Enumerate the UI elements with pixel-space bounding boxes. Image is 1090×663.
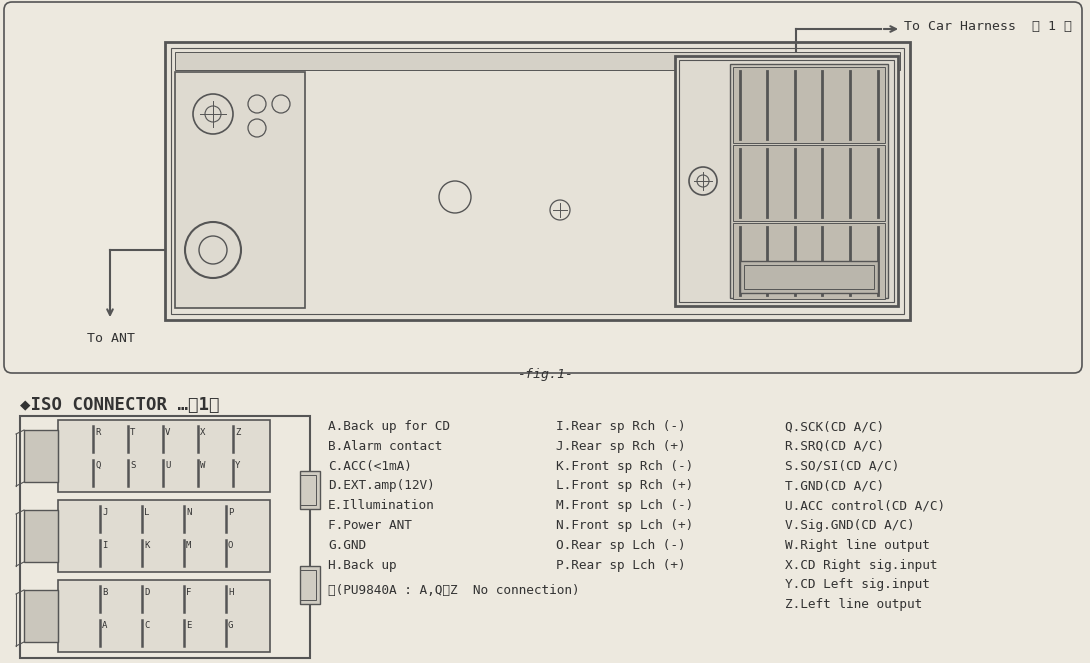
Text: Z: Z bbox=[235, 428, 241, 437]
Text: C: C bbox=[144, 621, 149, 630]
Text: ※(PU9840A : A,Q～Z  No connection): ※(PU9840A : A,Q～Z No connection) bbox=[328, 584, 580, 597]
Text: X.CD Right sig.input: X.CD Right sig.input bbox=[785, 559, 937, 572]
Text: W.Right line output: W.Right line output bbox=[785, 539, 930, 552]
Text: U: U bbox=[165, 461, 170, 470]
Text: U.ACC control(CD A/C): U.ACC control(CD A/C) bbox=[785, 499, 945, 512]
Text: S.SO/SI(CD A/C): S.SO/SI(CD A/C) bbox=[785, 459, 899, 473]
Text: Y: Y bbox=[235, 461, 241, 470]
Text: W: W bbox=[199, 461, 205, 470]
Text: E.Illumination: E.Illumination bbox=[328, 499, 435, 512]
Text: E: E bbox=[186, 621, 192, 630]
Text: I.Rear sp Rch (-): I.Rear sp Rch (-) bbox=[556, 420, 686, 433]
Text: A.Back up for CD: A.Back up for CD bbox=[328, 420, 450, 433]
FancyBboxPatch shape bbox=[4, 2, 1082, 373]
Text: ◆ISO CONNECTOR …　1】: ◆ISO CONNECTOR … 1】 bbox=[20, 396, 219, 414]
Text: D: D bbox=[144, 588, 149, 597]
Text: Q.SCK(CD A/C): Q.SCK(CD A/C) bbox=[785, 420, 884, 433]
Bar bbox=[732, 67, 885, 143]
Bar bbox=[300, 475, 316, 505]
Text: R: R bbox=[95, 428, 100, 437]
Bar bbox=[732, 145, 885, 221]
Text: O.Rear sp Lch (-): O.Rear sp Lch (-) bbox=[556, 539, 686, 552]
Text: I: I bbox=[102, 541, 108, 550]
Bar bbox=[300, 471, 320, 509]
Text: M: M bbox=[186, 541, 192, 550]
Text: T.GND(CD A/C): T.GND(CD A/C) bbox=[785, 479, 884, 493]
Bar bbox=[171, 48, 904, 314]
Bar bbox=[175, 52, 900, 70]
Text: F.Power ANT: F.Power ANT bbox=[328, 519, 412, 532]
Text: M.Front sp Lch (-): M.Front sp Lch (-) bbox=[556, 499, 693, 512]
Text: L.Front sp Rch (+): L.Front sp Rch (+) bbox=[556, 479, 693, 493]
Text: N.Front sp Lch (+): N.Front sp Lch (+) bbox=[556, 519, 693, 532]
Bar bbox=[24, 510, 58, 562]
Bar bbox=[24, 590, 58, 642]
Text: Z.Left line output: Z.Left line output bbox=[785, 598, 922, 611]
Bar bbox=[679, 60, 894, 302]
Bar bbox=[675, 56, 898, 306]
Bar bbox=[732, 223, 885, 299]
Bar bbox=[744, 265, 874, 289]
Bar bbox=[175, 72, 305, 308]
Bar bbox=[300, 566, 320, 604]
Text: L: L bbox=[144, 508, 149, 517]
Text: K.Front sp Rch (-): K.Front sp Rch (-) bbox=[556, 459, 693, 473]
Text: G: G bbox=[228, 621, 233, 630]
Text: B.Alarm contact: B.Alarm contact bbox=[328, 440, 443, 453]
Text: To Car Harness  【 1 】: To Car Harness 【 1 】 bbox=[904, 19, 1071, 32]
Text: O: O bbox=[228, 541, 233, 550]
Text: F: F bbox=[186, 588, 192, 597]
Text: S: S bbox=[130, 461, 135, 470]
Text: J: J bbox=[102, 508, 108, 517]
Bar bbox=[165, 42, 910, 320]
Bar bbox=[730, 64, 888, 298]
Text: C.ACC(<1mA): C.ACC(<1mA) bbox=[328, 459, 412, 473]
Bar bbox=[20, 416, 310, 658]
Bar bbox=[24, 430, 58, 482]
Text: J.Rear sp Rch (+): J.Rear sp Rch (+) bbox=[556, 440, 686, 453]
Text: V.Sig.GND(CD A/C): V.Sig.GND(CD A/C) bbox=[785, 519, 915, 532]
Bar bbox=[58, 420, 270, 492]
Bar bbox=[740, 261, 879, 293]
Text: R.SRQ(CD A/C): R.SRQ(CD A/C) bbox=[785, 440, 884, 453]
Text: H.Back up: H.Back up bbox=[328, 559, 397, 572]
Text: Q: Q bbox=[95, 461, 100, 470]
Text: A: A bbox=[102, 621, 108, 630]
Text: P: P bbox=[228, 508, 233, 517]
Text: H: H bbox=[228, 588, 233, 597]
Bar bbox=[58, 500, 270, 572]
Text: D.EXT.amp(12V): D.EXT.amp(12V) bbox=[328, 479, 435, 493]
Text: Y.CD Left sig.input: Y.CD Left sig.input bbox=[785, 578, 930, 591]
Bar bbox=[58, 580, 270, 652]
Text: K: K bbox=[144, 541, 149, 550]
Text: V: V bbox=[165, 428, 170, 437]
Text: N: N bbox=[186, 508, 192, 517]
Text: To ANT: To ANT bbox=[87, 332, 135, 345]
Text: X: X bbox=[199, 428, 205, 437]
Text: G.GND: G.GND bbox=[328, 539, 366, 552]
Text: B: B bbox=[102, 588, 108, 597]
Text: -fig.1-: -fig.1- bbox=[517, 368, 573, 381]
Text: T: T bbox=[130, 428, 135, 437]
Bar bbox=[300, 570, 316, 600]
Text: P.Rear sp Lch (+): P.Rear sp Lch (+) bbox=[556, 559, 686, 572]
